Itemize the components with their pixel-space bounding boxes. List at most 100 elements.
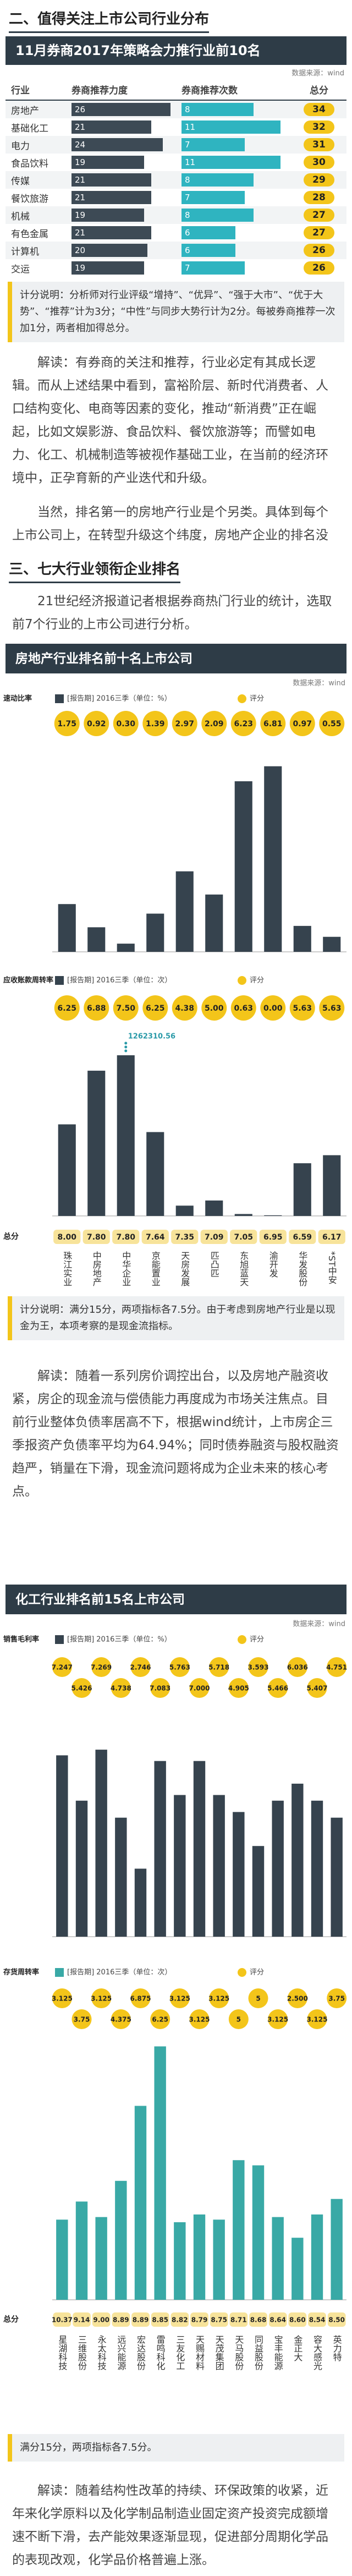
score-label: 6.25	[152, 2016, 168, 2024]
score-label: 6.23	[234, 720, 253, 728]
count-bar: 7	[182, 138, 245, 151]
bar	[154, 2046, 166, 2300]
legend-label: 评分	[250, 1969, 264, 1977]
industry-cell: 基础化工	[11, 123, 48, 134]
score-badge	[201, 995, 227, 1021]
score-badge	[289, 995, 315, 1021]
category-label: 金正大	[292, 2335, 302, 2361]
total-score: 30	[304, 156, 334, 169]
score-badge	[52, 1657, 72, 1677]
score-label: 7.000	[189, 1685, 210, 1692]
category-label: 珠江实业	[62, 1251, 72, 1286]
count-bar: 11	[182, 120, 280, 134]
note-block: 计分说明：分析师对行业评级“增持”、“优异”、“强于大市”、“优于大势”、“推荐…	[0, 282, 352, 343]
total-title: 总分	[3, 2315, 19, 2324]
legend-swatch	[55, 694, 64, 703]
total-label: 6.59	[293, 1233, 312, 1242]
heading-text: 二、值得关注上市公司行业分布	[9, 8, 210, 33]
bar	[234, 1214, 252, 1216]
total-score: 27	[304, 226, 334, 239]
cell: 30	[292, 156, 346, 169]
score-label: 6.875	[130, 1995, 151, 2003]
chart-block: 房地产行业排名前十名上市公司 数据来源：wind 速动比率 [报告期] 2016三季（…	[0, 644, 352, 1293]
strength-bar: 21	[72, 226, 152, 239]
total-label: 8.54	[309, 2316, 326, 2324]
score-label: 0.00	[263, 1004, 283, 1013]
section-heading: 二、值得关注上市公司行业分布	[0, 0, 352, 33]
bar	[134, 1868, 147, 1937]
score-badge	[72, 1678, 92, 1698]
cell: 11	[182, 156, 292, 169]
score-label: 7.50	[116, 1004, 135, 1013]
bar	[75, 1800, 88, 1937]
score-label: 5.407	[307, 1685, 328, 1692]
total-label: 7.09	[205, 1233, 224, 1242]
bar	[272, 1800, 284, 1937]
total-badge	[141, 1230, 169, 1244]
category-label: 远兴能源	[116, 2335, 126, 2371]
table-title: 11月券商2017年策略会力推行业前10名	[6, 36, 346, 65]
legend-label: [报告期] 2016三季（单位：次）	[67, 1968, 172, 1977]
legend-swatch	[55, 1635, 64, 1644]
bar	[264, 766, 282, 952]
score-label: 5.763	[169, 1664, 190, 1671]
score-badge	[72, 2009, 92, 2029]
cell: 26	[292, 244, 346, 257]
category-label: 雷鸣科化	[155, 2335, 166, 2370]
score-badge	[189, 1678, 210, 1698]
bar	[134, 2106, 147, 2300]
score-badge	[84, 995, 109, 1021]
total-badge	[73, 2312, 91, 2327]
total-label: 8.79	[191, 2316, 208, 2324]
score-label: 6.88	[87, 1004, 106, 1013]
table-row: 交运 19 7 26	[6, 259, 346, 277]
total-label: 8.00	[57, 1233, 76, 1242]
score-label: 6.81	[263, 720, 283, 728]
table-row: 机械 19 8 27	[6, 206, 346, 224]
score-label: 3.125	[91, 1995, 112, 2003]
total-label: 6.17	[322, 1233, 342, 1242]
total-badge	[308, 2312, 326, 2327]
score-label: 4.751	[326, 1664, 347, 1671]
score-label: 2.746	[130, 1664, 151, 1671]
bar	[75, 2201, 88, 2300]
text-block: 解读：随着一系列房价调控出台，以及房地产融资收紧，房企的现金流与偿债能力再度成为…	[0, 1359, 352, 1585]
score-label: 5.466	[267, 1685, 288, 1692]
total-label: 7.64	[146, 1233, 165, 1242]
score-label: 0.55	[322, 720, 342, 728]
bar	[95, 2217, 107, 2300]
bar	[205, 894, 223, 952]
category-label: 英力特	[332, 2335, 342, 2361]
total-badge	[112, 2312, 130, 2327]
legend-label: 评分	[250, 977, 264, 985]
bar	[117, 1055, 135, 1216]
score-label: 0.92	[87, 720, 106, 728]
bar	[154, 1761, 166, 1937]
category-label: 天马股份	[233, 2335, 244, 2371]
score-badge	[142, 711, 168, 736]
count-bar: 6	[182, 226, 236, 239]
category-label: 天房发展	[179, 1251, 190, 1286]
score-badge	[150, 1678, 170, 1698]
bar	[292, 2238, 304, 2300]
score-badge	[111, 2009, 131, 2029]
legend-swatch	[55, 1968, 64, 1977]
score-badge	[260, 995, 286, 1021]
score-label: 3.75	[74, 2016, 90, 2024]
score-label: 3.125	[189, 2016, 210, 2024]
cell: 19	[72, 156, 182, 169]
text-block: 解读：有券商的关注和推荐，行业必定有其成长逻辑。而从上述结果中看到，富裕阶层、新…	[0, 346, 352, 550]
score-label: 1.39	[146, 720, 165, 728]
score-badge	[91, 1657, 112, 1677]
score-badge	[287, 1988, 307, 2008]
legend-label: [报告期] 2016三季（单位：次）	[67, 976, 172, 985]
table-block: 11月券商2017年策略会力推行业前10名 数据来源：wind 行业 券商推荐力…	[0, 36, 352, 281]
legend-swatch	[55, 976, 64, 985]
score-label: 7.269	[91, 1664, 112, 1671]
bar	[234, 781, 252, 952]
panel-label: 存货周转率	[3, 1968, 39, 1977]
category-label: 华发股份	[297, 1251, 307, 1287]
category-label: 宝丰能源	[273, 2335, 283, 2371]
score-label: 4.38	[175, 1004, 194, 1013]
count-bar: 6	[182, 244, 236, 257]
